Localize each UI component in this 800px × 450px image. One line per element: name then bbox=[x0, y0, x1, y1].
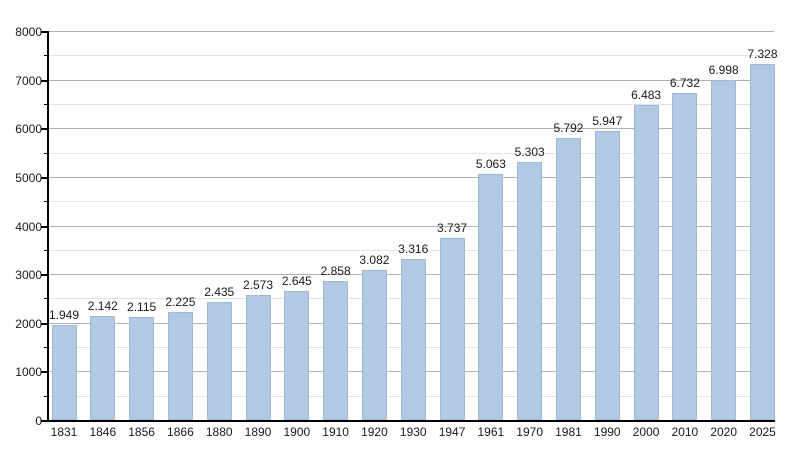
y-minor-tick bbox=[44, 396, 48, 397]
y-minor-tick bbox=[44, 153, 48, 154]
bar-value-label: 1.949 bbox=[48, 308, 80, 322]
y-tick-label: 8000 bbox=[15, 25, 42, 39]
bar bbox=[246, 295, 271, 420]
y-tick-label: 4000 bbox=[15, 220, 42, 234]
gridline-major bbox=[48, 128, 774, 129]
x-tick-label: 2020 bbox=[710, 425, 738, 439]
gridline-minor bbox=[48, 104, 774, 105]
x-tick-label: 1981 bbox=[555, 425, 582, 439]
x-tick-label: 1910 bbox=[322, 425, 349, 439]
y-minor-tick bbox=[44, 201, 48, 202]
y-minor-tick bbox=[44, 55, 48, 56]
bar-value-label: 2.435 bbox=[204, 285, 235, 299]
y-major-tick bbox=[41, 323, 48, 325]
x-tick-label: 2000 bbox=[632, 425, 660, 439]
bar bbox=[323, 281, 348, 420]
bar bbox=[440, 238, 465, 420]
y-major-tick bbox=[41, 226, 48, 228]
x-tick-label: 1856 bbox=[128, 425, 155, 439]
bar-value-label: 5.303 bbox=[514, 145, 545, 159]
gridline-major bbox=[48, 80, 774, 81]
x-axis bbox=[47, 420, 775, 422]
bar-value-label: 6.483 bbox=[631, 88, 662, 102]
y-tick-label: 2000 bbox=[15, 317, 42, 331]
bar-value-label: 3.316 bbox=[398, 242, 429, 256]
bar bbox=[595, 131, 620, 420]
y-minor-tick bbox=[44, 104, 48, 105]
bar bbox=[672, 93, 697, 420]
x-tick-label: 1920 bbox=[361, 425, 388, 439]
bar-value-label: 2.858 bbox=[320, 264, 351, 278]
bar bbox=[478, 174, 503, 420]
gridline-major bbox=[48, 31, 774, 32]
x-tick-label: 1961 bbox=[477, 425, 505, 439]
bar bbox=[207, 302, 232, 420]
x-tick-label: 1890 bbox=[244, 425, 272, 439]
bar bbox=[711, 80, 736, 420]
y-tick-label: 1000 bbox=[15, 365, 42, 379]
gridline-minor bbox=[48, 250, 774, 251]
y-tick-label: 3000 bbox=[15, 268, 42, 282]
gridline-major bbox=[48, 177, 774, 178]
y-axis bbox=[47, 31, 49, 422]
x-tick-label: 1947 bbox=[438, 425, 466, 439]
x-tick-label: 2010 bbox=[671, 425, 699, 439]
x-tick-label: 1900 bbox=[283, 425, 311, 439]
bar-value-label: 2.142 bbox=[87, 299, 118, 313]
y-tick-label: 0 bbox=[35, 414, 42, 428]
gridline-major bbox=[48, 226, 774, 227]
y-tick-label: 5000 bbox=[15, 171, 42, 185]
x-tick-label: 1990 bbox=[593, 425, 621, 439]
bar-value-label: 5.792 bbox=[553, 121, 584, 135]
y-tick-label: 6000 bbox=[15, 122, 42, 136]
bar-value-label: 3.737 bbox=[437, 221, 468, 235]
y-minor-tick bbox=[44, 298, 48, 299]
bar bbox=[129, 317, 154, 420]
bar bbox=[750, 64, 775, 420]
bar-value-label: 2.573 bbox=[243, 278, 274, 292]
bar-value-label: 5.063 bbox=[475, 157, 506, 171]
bar-value-label: 2.115 bbox=[127, 300, 157, 314]
bar bbox=[362, 270, 387, 420]
y-major-tick bbox=[41, 31, 48, 33]
x-tick-label: 1970 bbox=[516, 425, 544, 439]
bar-value-label: 6.998 bbox=[708, 63, 739, 77]
x-tick-label: 1930 bbox=[399, 425, 427, 439]
gridline-minor bbox=[48, 201, 774, 202]
bar-value-label: 2.225 bbox=[165, 295, 196, 309]
y-major-tick bbox=[41, 80, 48, 82]
bar bbox=[284, 291, 309, 420]
bar-value-label: 5.947 bbox=[592, 114, 623, 128]
y-major-tick bbox=[41, 371, 48, 373]
bar bbox=[90, 316, 115, 420]
y-major-tick bbox=[41, 274, 48, 276]
bar-value-label: 2.645 bbox=[281, 274, 312, 288]
x-tick-label: 2025 bbox=[749, 425, 776, 439]
y-major-tick bbox=[41, 128, 48, 130]
gridline-minor bbox=[48, 153, 774, 154]
gridline-minor bbox=[48, 55, 774, 56]
x-tick-label: 1846 bbox=[89, 425, 117, 439]
bar bbox=[556, 138, 581, 420]
y-tick-label: 7000 bbox=[15, 74, 42, 88]
bar bbox=[634, 105, 659, 420]
y-minor-tick bbox=[44, 347, 48, 348]
y-minor-tick bbox=[44, 250, 48, 251]
x-tick-label: 1880 bbox=[205, 425, 233, 439]
y-major-tick bbox=[41, 177, 48, 179]
bar bbox=[52, 325, 77, 420]
bar bbox=[517, 162, 542, 420]
bar bbox=[168, 312, 193, 420]
bar-value-label: 6.732 bbox=[669, 76, 700, 90]
bar-value-label: 7.328 bbox=[747, 47, 778, 61]
y-major-tick bbox=[41, 420, 48, 422]
bar-value-label: 3.082 bbox=[359, 253, 390, 267]
bar bbox=[401, 259, 426, 420]
x-tick-label: 1831 bbox=[50, 425, 78, 439]
x-tick-label: 1866 bbox=[167, 425, 194, 439]
